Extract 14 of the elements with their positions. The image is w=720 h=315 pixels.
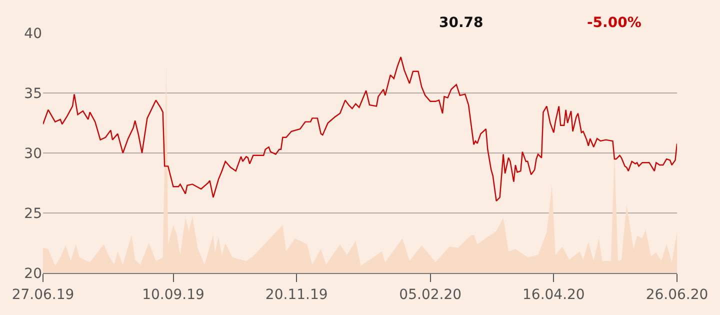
text: -5.00% <box>587 15 642 31</box>
line-series <box>43 56 677 202</box>
x-tick-label: 16.04.20 <box>522 286 585 303</box>
y-tick-label: 35 <box>24 86 42 102</box>
y-tick-label: 25 <box>24 206 42 222</box>
x-tick-label: 10.09.19 <box>142 286 204 303</box>
text: 30.78 <box>439 15 484 31</box>
x-tick-label: 27.06.19 <box>12 286 74 303</box>
x-tick-label: 26.06.20 <box>646 286 708 303</box>
x-tick-label: 20.11.19 <box>265 286 328 303</box>
y-tick-label: 30 <box>24 146 42 162</box>
y-tick-label: 20 <box>24 266 42 282</box>
x-tick-label: 05.02.20 <box>399 286 462 303</box>
y-tick-label: 40 <box>24 26 42 42</box>
